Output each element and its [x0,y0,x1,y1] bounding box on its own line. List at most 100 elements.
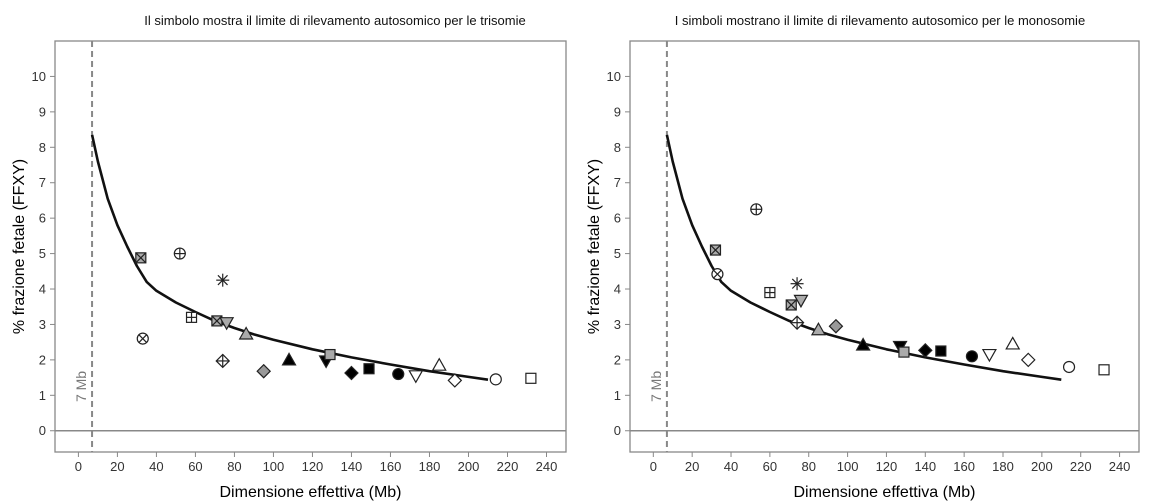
y-tick-label: 4 [39,282,46,297]
point-square-21 [525,372,537,384]
x-tick-label: 40 [149,459,163,474]
point-triangle-up-18 [431,357,447,371]
x-tick-label: 80 [801,459,815,474]
y-tick-label: 8 [614,140,621,155]
x-tick-label: 60 [763,459,777,474]
y-tick-label: 8 [39,140,46,155]
x-axis-label: Dimensione effettiva (Mb) [794,484,976,501]
x-tick-label: 20 [685,459,699,474]
point-diamond-10 [828,318,844,334]
point-diamond-14 [344,365,359,381]
x-tick-label: 160 [953,459,975,474]
point-triangle-down-17 [408,370,424,384]
x-tick-label: 120 [302,459,324,474]
plot-frame [54,40,567,453]
point-circle-x-2 [136,332,149,345]
x-tick-label: 240 [536,459,558,474]
x-tick-label: 80 [227,459,241,474]
x-tick-label: 100 [263,459,285,474]
y-tick-label: 5 [614,246,621,261]
x-tick-label: 20 [110,459,124,474]
x-tick-label: 140 [341,459,363,474]
point-diamond-19 [1020,352,1036,368]
point-square-13 [898,346,910,358]
y-tick-label: 10 [32,69,46,84]
point-circle-16 [392,367,405,381]
x-tick-label: 220 [1070,459,1092,474]
y-tick-label: 9 [39,104,46,119]
y-tick-label: 3 [614,317,621,332]
y-tick-label: 2 [39,352,46,367]
chart-panel-2: I simboli mostrano il limite di rilevame… [586,13,1140,501]
y-tick-label: 0 [614,423,621,438]
point-triangle-up-11 [855,337,871,351]
x-tick-label: 0 [650,459,657,474]
point-triangle-down-8 [219,317,235,331]
x-tick-label: 220 [497,459,519,474]
point-circle-x-2 [711,268,724,281]
x-tick-label: 160 [380,459,402,474]
x-tick-label: 60 [188,459,202,474]
point-triangle-up-11 [281,352,297,366]
point-square-plus-4 [764,286,776,299]
plot-frame [629,40,1140,453]
point-circle-plus-3 [173,247,186,260]
y-tick-label: 9 [614,104,621,119]
point-square-x-1 [709,244,722,256]
point-square-plus-4 [185,311,198,323]
point-diamond-10 [256,363,272,379]
x-tick-label: 140 [914,459,936,474]
y-tick-label: 2 [614,352,621,367]
point-diamond-plus-7 [789,315,805,331]
point-diamond-plus-7 [215,353,231,369]
x-tick-label: 200 [458,459,480,474]
x-tick-label: 0 [75,459,82,474]
point-triangle-down-8 [793,294,809,309]
point-square-15 [363,363,375,375]
x-tick-label: 180 [992,459,1014,474]
x-tick-label: 120 [876,459,898,474]
point-circle-20 [489,373,502,386]
point-circle-16 [965,350,979,363]
point-asterisk-6 [216,273,230,287]
point-triangle-up-9 [238,326,254,340]
point-triangle-down-17 [981,348,997,363]
detection-limit-curve [665,134,1062,381]
y-tick-label: 7 [614,175,621,190]
y-tick-label: 7 [39,175,46,190]
vline-label: 7 Mb [648,371,664,402]
point-square-21 [1098,364,1110,376]
point-diamond-14 [917,342,933,358]
point-square-x-5 [785,299,797,311]
y-tick-label: 5 [39,246,46,261]
point-diamond-19 [447,373,463,388]
vline-label: 7 Mb [73,371,89,402]
y-tick-label: 3 [39,317,46,332]
detection-limit-curve [90,134,489,381]
x-tick-label: 100 [837,459,859,474]
x-tick-label: 240 [1109,459,1131,474]
y-tick-label: 4 [614,282,621,297]
point-square-15 [935,345,947,357]
chart-title: I simboli mostrano il limite di rilevame… [675,13,1085,28]
point-square-13 [324,348,336,361]
x-tick-label: 200 [1031,459,1053,474]
y-tick-label: 1 [39,388,46,403]
y-tick-label: 0 [39,423,46,438]
chart-panel-1: Il simbolo mostra il limite di rilevamen… [11,13,567,501]
point-asterisk-6 [790,277,804,291]
point-triangle-up-9 [810,322,826,336]
y-tick-label: 6 [614,211,621,226]
point-square-x-1 [135,252,147,264]
point-circle-20 [1062,360,1076,374]
x-tick-label: 40 [724,459,738,474]
y-tick-label: 1 [614,388,621,403]
chart-title: Il simbolo mostra il limite di rilevamen… [144,13,525,28]
x-axis-label: Dimensione effettiva (Mb) [220,484,402,501]
point-circle-plus-3 [750,203,763,216]
point-triangle-up-18 [1005,336,1021,350]
y-tick-label: 10 [607,69,621,84]
y-axis-label: % frazione fetale (FFXY) [11,159,28,334]
